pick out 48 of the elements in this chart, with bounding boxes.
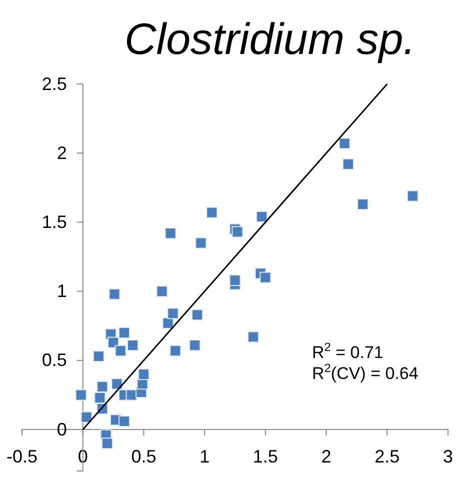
annotation: R$^{2}$ = 0.71	[312, 340, 384, 362]
point	[406, 190, 418, 202]
y-tick-label: 0	[56, 419, 67, 440]
y-tick-label: 2.5	[42, 74, 67, 94]
x-tick-label: -0.5	[6, 446, 38, 466]
point	[75, 389, 87, 401]
point	[80, 411, 92, 423]
x-tick-label: 2.5	[374, 446, 400, 466]
point	[206, 206, 218, 218]
point	[138, 368, 150, 380]
point	[127, 339, 139, 351]
x-tick-label: 3	[442, 446, 454, 466]
point	[256, 210, 268, 222]
point	[108, 288, 120, 300]
y-tick-label: 2	[56, 142, 67, 163]
annotation: R$^{2}$(CV) = 0.64	[312, 361, 418, 383]
point	[189, 339, 201, 351]
chart-title: Clostridium sp.	[124, 15, 416, 64]
point	[167, 308, 179, 320]
point	[156, 286, 168, 298]
point	[338, 138, 350, 150]
point	[170, 345, 182, 356]
point	[118, 327, 130, 339]
y-tick-label: 1.5	[42, 212, 67, 232]
point	[357, 198, 369, 210]
x-tick-label: 2	[321, 446, 332, 466]
point	[195, 237, 207, 249]
point	[248, 331, 259, 343]
point	[232, 226, 244, 238]
point	[192, 309, 204, 321]
x-tick-label: 0	[78, 446, 88, 466]
x-tick-label: 1	[200, 446, 210, 466]
point	[164, 228, 176, 240]
x-tick-label: 1.5	[252, 446, 278, 466]
point	[342, 158, 354, 170]
point	[108, 336, 120, 348]
y-tick-label: 1	[56, 281, 67, 302]
point	[92, 350, 104, 362]
point	[111, 378, 123, 390]
point	[94, 392, 106, 404]
point	[114, 345, 126, 356]
point	[101, 438, 113, 450]
point	[118, 416, 130, 427]
y-tick-label: 0.5	[42, 350, 67, 370]
point	[96, 380, 108, 392]
x-tick-label: 0.5	[131, 446, 156, 466]
point	[260, 272, 272, 284]
point	[229, 274, 241, 286]
